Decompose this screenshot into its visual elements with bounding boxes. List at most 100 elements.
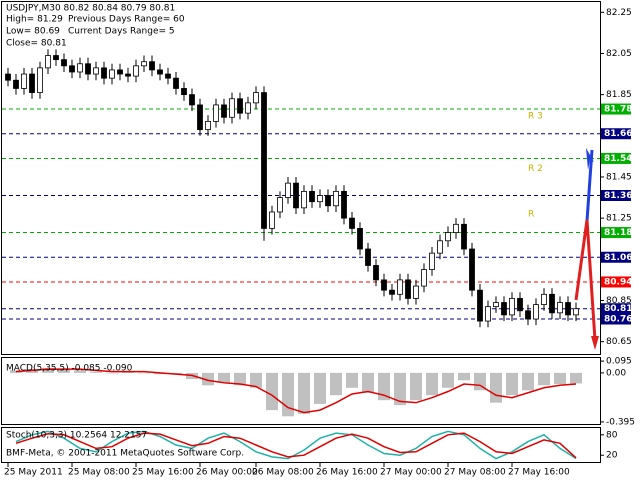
macd-bar xyxy=(378,372,390,401)
stoch-line xyxy=(15,430,577,460)
level-label: 81.54 xyxy=(604,154,632,164)
candle-body xyxy=(501,302,507,316)
macd-bar xyxy=(250,372,262,388)
level-box xyxy=(601,128,631,140)
macd-bar xyxy=(474,372,486,391)
candle-body xyxy=(429,252,435,271)
level-label: 81.36 xyxy=(604,191,632,201)
candle-body xyxy=(173,77,179,89)
level-box xyxy=(601,313,631,325)
macd-bar xyxy=(570,372,582,384)
candle-body xyxy=(109,69,115,79)
candle-body xyxy=(477,289,483,322)
candle-body xyxy=(205,120,211,131)
x-tick-label: 27 May 08:00 xyxy=(444,468,506,478)
x-tick-label: 25 May 16:00 xyxy=(132,468,194,478)
y-tick-label: 81.25 xyxy=(606,214,632,224)
candle-body xyxy=(189,94,195,106)
candle-body xyxy=(269,211,275,229)
candle-body xyxy=(437,240,443,254)
macd-bar xyxy=(314,372,326,404)
macd-bar xyxy=(442,372,454,388)
candle-body xyxy=(493,302,499,308)
candle-body xyxy=(221,104,227,118)
candle-body xyxy=(13,79,19,89)
candle-body xyxy=(541,293,547,305)
candle-body xyxy=(341,190,347,219)
level-box xyxy=(601,103,631,115)
candle-body xyxy=(45,55,51,69)
candle-body xyxy=(293,182,299,209)
candle-body xyxy=(381,279,387,291)
level-label: 81.06 xyxy=(604,253,632,263)
level-box xyxy=(601,227,631,239)
candle-body xyxy=(253,92,259,104)
y-tick-label: 80.65 xyxy=(606,337,632,347)
macd-bar xyxy=(58,369,70,373)
x-tick-label: 26 May 16:00 xyxy=(316,468,378,478)
candle-body xyxy=(357,228,363,250)
candle-body xyxy=(117,69,123,75)
candle-body xyxy=(565,302,571,316)
macd-bar xyxy=(362,372,374,393)
candle-body xyxy=(533,304,539,320)
y-tick-label: 81.85 xyxy=(606,90,632,100)
level-label: 80.81 xyxy=(604,304,632,314)
arrow-red xyxy=(574,219,597,341)
candle-body xyxy=(469,248,475,291)
macd-title: MACD(5,35,5) -0.085 -0.090 xyxy=(6,364,133,374)
info: High= 81.29 xyxy=(6,15,63,25)
macd-bar xyxy=(282,372,294,417)
candle-body xyxy=(277,197,283,213)
candle-body xyxy=(245,102,251,114)
candle-body xyxy=(485,306,491,322)
y-tick-label: 0.00 xyxy=(606,368,626,378)
macd-bar xyxy=(490,372,502,403)
candle-body xyxy=(549,293,555,314)
plot-layer: 82.2582.0581.8581.6581.4581.2581.0580.85… xyxy=(2,8,635,478)
y-tick-label: 82.05 xyxy=(606,49,632,59)
candle-body xyxy=(333,190,339,207)
candle-body xyxy=(5,73,11,81)
candle-body xyxy=(397,279,403,295)
candle-body xyxy=(133,65,139,77)
info: Close= 80.81 xyxy=(6,39,67,49)
level-box xyxy=(601,152,631,164)
candle-body xyxy=(101,67,107,79)
symbol-title: USDJPY,M30 80.82 80.84 80.79 80.81 xyxy=(6,4,175,14)
macd-bar xyxy=(330,372,342,396)
candle-body xyxy=(453,223,459,233)
candle-body xyxy=(261,92,267,229)
level-label: 81.66 xyxy=(604,129,632,139)
macd-signal xyxy=(15,368,577,414)
macd-bar xyxy=(234,372,246,386)
arrow-head xyxy=(591,336,599,350)
candle-body xyxy=(125,73,131,77)
candle-body xyxy=(325,195,331,207)
candle-body xyxy=(421,269,427,287)
x-tick-label: 27 May 00:00 xyxy=(380,468,442,478)
annotation: R xyxy=(528,210,534,220)
level-box xyxy=(601,276,631,288)
candle-body xyxy=(461,223,467,250)
x-tick-label: 25 May 2011 xyxy=(4,468,63,478)
info: Current Days Range= 5 xyxy=(68,27,175,37)
candle-body xyxy=(165,73,171,79)
stoch-panel xyxy=(1,427,601,463)
candle-body xyxy=(53,55,59,61)
candle-body xyxy=(309,190,315,203)
macd-bar xyxy=(90,371,102,373)
candle-body xyxy=(557,302,563,314)
candle-body xyxy=(365,248,371,266)
candle-body xyxy=(317,195,323,203)
macd-bar xyxy=(426,372,438,396)
macd-bar xyxy=(538,372,550,386)
candle-body xyxy=(405,279,411,299)
y-tick-label: 80.85 xyxy=(606,296,632,306)
level-label: 80.94 xyxy=(604,277,632,287)
candle-body xyxy=(29,73,35,93)
candle-body xyxy=(157,69,163,75)
macd-bar xyxy=(394,372,406,406)
candle-body xyxy=(93,67,99,75)
candle-body xyxy=(373,265,379,281)
